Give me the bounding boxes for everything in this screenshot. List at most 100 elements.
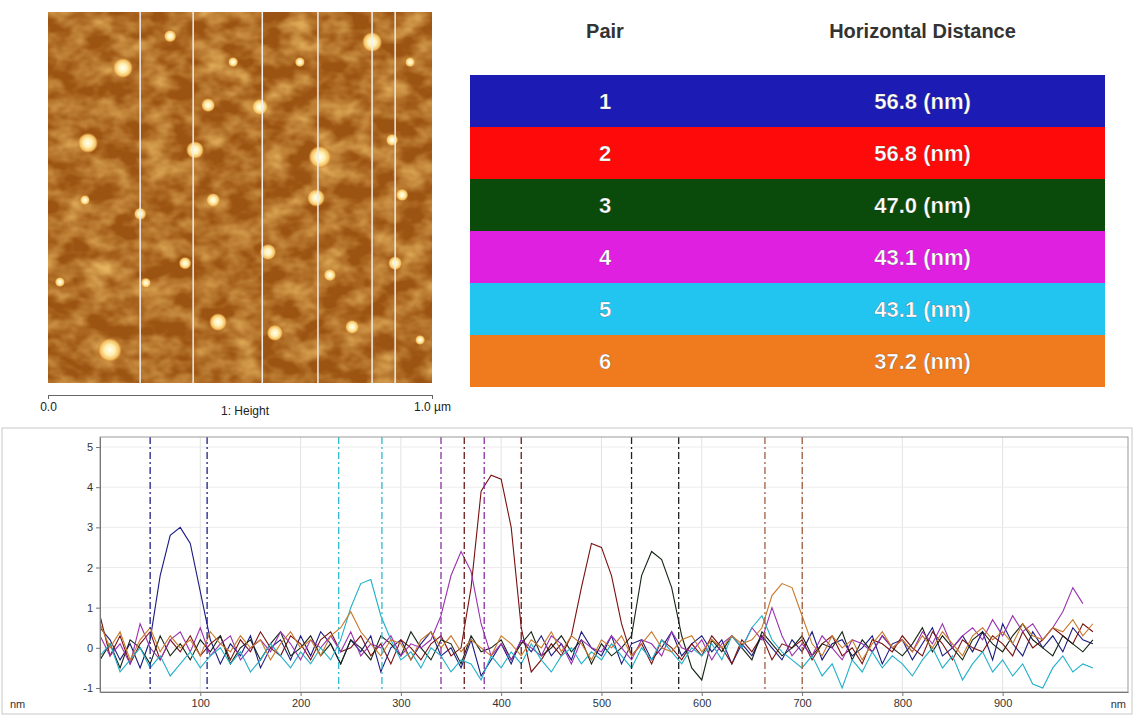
x-tick-mark xyxy=(802,692,803,696)
table-cell: 43.1 (nm) xyxy=(874,297,971,322)
table-cell: 2 xyxy=(599,141,611,166)
particle xyxy=(309,146,331,168)
profile-series xyxy=(100,475,1093,672)
table-row xyxy=(470,179,1105,231)
y-tick-label: 1 xyxy=(87,602,93,614)
particle xyxy=(80,195,90,205)
particle xyxy=(206,193,220,207)
table-cell: 47.0 (nm) xyxy=(874,193,971,218)
table-cell: 43.1 (nm) xyxy=(874,245,971,270)
x-tick: 900 xyxy=(994,692,1012,709)
grid-line-x xyxy=(601,437,602,692)
x-tick: 400 xyxy=(492,692,510,709)
grid-line-x xyxy=(300,437,301,692)
particle xyxy=(228,57,238,67)
y-tick-mark xyxy=(96,608,100,609)
panel-frame xyxy=(2,428,1132,714)
plot-frame xyxy=(100,437,1128,692)
profile-line xyxy=(394,12,396,383)
particle xyxy=(307,189,325,207)
y-tick-mark xyxy=(96,487,100,488)
profile-line xyxy=(262,12,264,383)
plot-marks xyxy=(100,437,1093,692)
afm-image xyxy=(48,12,432,383)
profile-series xyxy=(100,580,1093,688)
cursor-line xyxy=(338,437,339,692)
scale-axis-line xyxy=(49,395,433,396)
table-cell: 56.8 (nm) xyxy=(874,89,971,114)
image-background xyxy=(48,12,432,383)
table-cell: 56.8 (nm) xyxy=(874,141,971,166)
x-axis-title: nm xyxy=(1111,698,1126,710)
particle xyxy=(386,134,398,146)
particle xyxy=(98,338,122,362)
x-tick-mark xyxy=(401,692,402,696)
y-tick-mark xyxy=(96,527,100,528)
y-tick-mark xyxy=(96,568,100,569)
x-tick-mark xyxy=(902,692,903,696)
table-cell: 3 xyxy=(599,193,611,218)
image-caption: 1: Height xyxy=(221,404,270,418)
grid-line-x xyxy=(902,437,903,692)
x-tick: 800 xyxy=(894,692,912,709)
x-tick-label: 600 xyxy=(693,697,711,709)
y-axis-line xyxy=(100,438,101,693)
particle xyxy=(55,277,65,287)
table-cell: 37.2 (nm) xyxy=(874,349,971,374)
y-tick: 1 xyxy=(87,602,100,614)
profile-line xyxy=(317,12,319,383)
y-tick: 2 xyxy=(87,562,100,574)
table-cell: 5 xyxy=(599,297,611,322)
y-axis-title: nm xyxy=(10,698,25,710)
y-tick-label: -1 xyxy=(83,682,93,694)
y-tick-label: 2 xyxy=(87,562,93,574)
y-tick-label: 3 xyxy=(87,521,93,533)
table-row xyxy=(470,231,1105,283)
grid-line-y xyxy=(100,607,1128,608)
table-row xyxy=(470,283,1105,335)
x-tick-label: 500 xyxy=(593,697,611,709)
x-tick-mark xyxy=(200,692,201,696)
grid-line-y xyxy=(100,687,1128,688)
y-tick-label: 4 xyxy=(87,481,93,493)
particle xyxy=(113,58,133,78)
grid xyxy=(100,437,1128,692)
x-tick: 100 xyxy=(192,692,210,709)
grid-line-x xyxy=(802,437,803,692)
table: PairHorizontal Distance156.8 (nm)256.8 (… xyxy=(470,20,1105,387)
particle xyxy=(396,189,408,201)
particle xyxy=(209,313,227,331)
figure: 0.01.0 µm1: HeightPairHorizontal Distanc… xyxy=(0,0,1134,716)
profile-line xyxy=(139,12,141,383)
particle xyxy=(141,278,151,288)
cursor-line xyxy=(521,437,522,692)
x-tick-label: 300 xyxy=(392,697,410,709)
grid-line-y xyxy=(100,567,1128,568)
y-axis: -1012345 xyxy=(83,438,100,695)
cursor-line xyxy=(464,437,465,692)
profile-series xyxy=(100,584,1093,660)
x-tick: 200 xyxy=(292,692,310,709)
x-tick: 700 xyxy=(793,692,811,709)
x-axis-line xyxy=(101,692,1129,693)
x-tick-label: 400 xyxy=(492,697,510,709)
y-tick-label: 5 xyxy=(87,441,93,453)
cursor-line xyxy=(678,437,679,692)
table-cell: 4 xyxy=(599,245,612,270)
x-tick: 500 xyxy=(593,692,611,709)
x-tick-label: 700 xyxy=(793,697,811,709)
particle xyxy=(186,141,204,159)
particle xyxy=(78,133,98,153)
scale-tick: 1.0 µm xyxy=(414,395,451,414)
x-tick-mark xyxy=(702,692,703,696)
table-row xyxy=(470,75,1105,127)
profile-chart: 100200300400500600700800900-1012345nmnm xyxy=(10,437,1129,710)
y-tick: 4 xyxy=(87,481,100,493)
y-tick-mark xyxy=(96,648,100,649)
particle xyxy=(345,320,359,334)
table-cell: 1 xyxy=(599,89,611,114)
particle xyxy=(295,57,305,67)
particle xyxy=(267,325,283,341)
cursor-line xyxy=(206,437,207,692)
cursor-line xyxy=(631,437,632,692)
